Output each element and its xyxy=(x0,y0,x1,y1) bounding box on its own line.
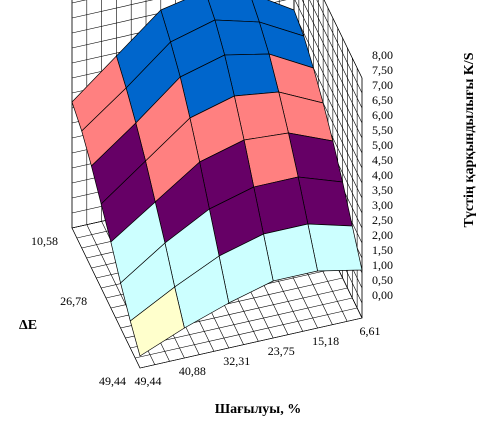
y-axis-title: ΔE xyxy=(19,318,37,333)
x-tick-label: 40,88 xyxy=(179,364,206,378)
x-tick-label: 15,18 xyxy=(312,334,339,348)
y-tick-label: 10,58 xyxy=(31,234,58,248)
z-tick-label: 4,00 xyxy=(372,168,393,182)
z-tick-label: 6,50 xyxy=(372,93,393,107)
grid-line xyxy=(71,0,154,19)
z-tick-label: 3,50 xyxy=(372,183,393,197)
z-tick-label: 8,00 xyxy=(372,48,393,62)
z-tick-label: 7,50 xyxy=(372,63,393,77)
x-axis-title: Шағылуы, % xyxy=(215,402,301,417)
y-tick-label: 26,78 xyxy=(60,294,87,308)
z-tick-label: 2,50 xyxy=(372,213,393,227)
x-tick-label: 6,61 xyxy=(360,324,381,338)
y-tick-label: 49,44 xyxy=(99,374,126,388)
z-tick-label: 6,00 xyxy=(372,108,393,122)
z-tick-label: 0,00 xyxy=(372,288,393,302)
floor-grid xyxy=(139,317,363,369)
x-tick-label: 49,44 xyxy=(135,374,162,388)
z-tick-label: 5,00 xyxy=(372,138,393,152)
x-tick-label: 32,31 xyxy=(223,354,250,368)
z-axis-title: Түстің қарқындылығы K/S xyxy=(462,52,477,227)
floor-grid xyxy=(130,297,353,349)
z-tick-label: 3,00 xyxy=(372,198,393,212)
z-tick-label: 5,50 xyxy=(372,123,393,137)
floor-grid xyxy=(135,307,358,359)
z-tick-label: 0,50 xyxy=(372,273,393,287)
z-tick-label: 7,00 xyxy=(372,78,393,92)
z-tick-label: 4,50 xyxy=(372,153,393,167)
z-tick-label: 1,00 xyxy=(372,258,393,272)
surface-cell xyxy=(129,286,185,357)
x-tick-label: 23,75 xyxy=(268,344,295,358)
z-tick-label: 1,50 xyxy=(372,243,393,257)
z-tick-label: 2,00 xyxy=(372,228,393,242)
